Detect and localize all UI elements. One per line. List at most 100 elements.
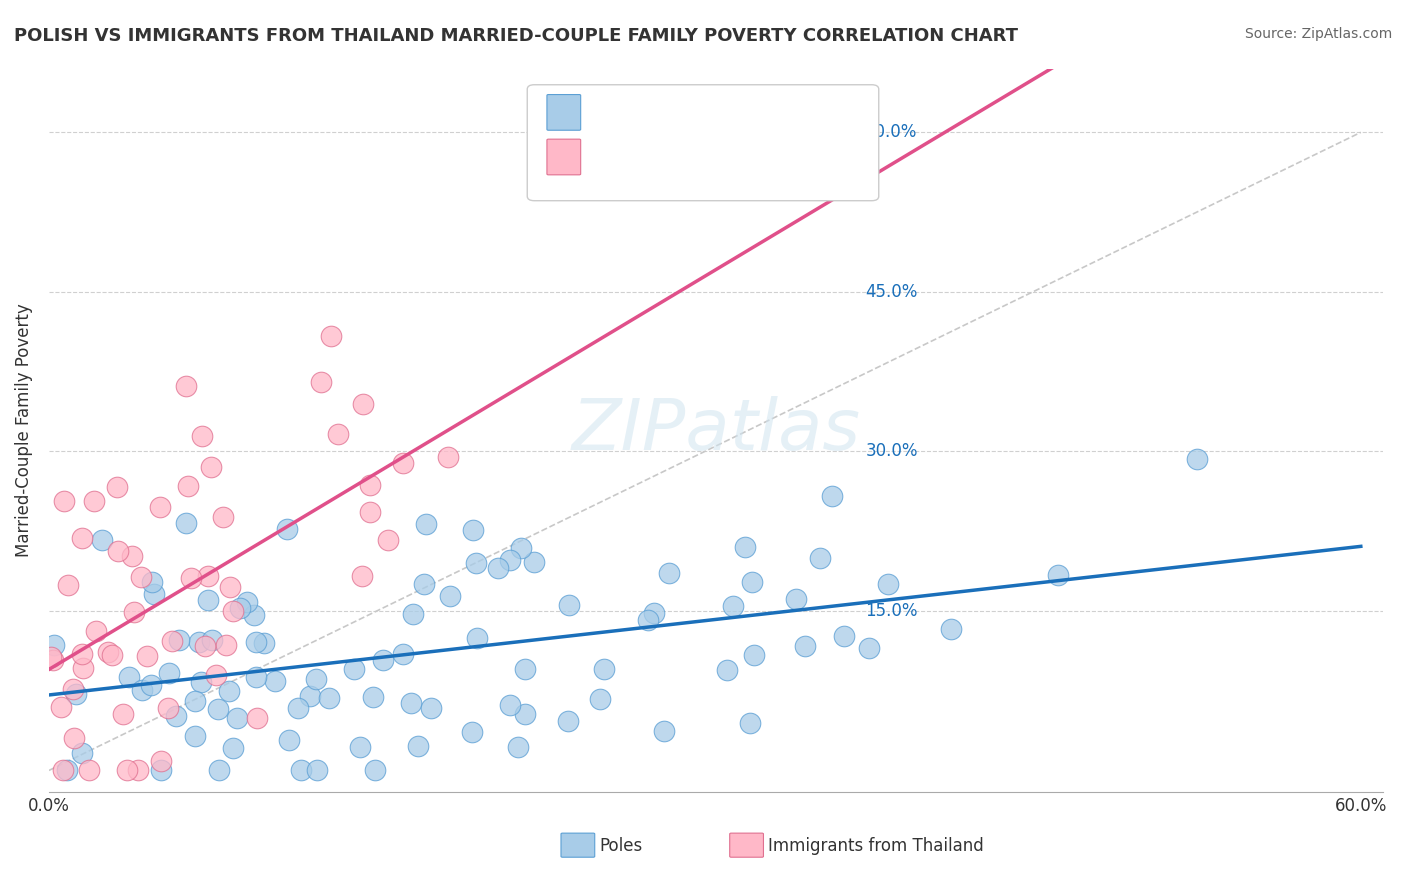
Text: ZIPatlas: ZIPatlas (571, 396, 860, 465)
Immigrants from Thailand (131, 570, 153, 584)
Poles (343, 662, 366, 676)
Poles (364, 764, 387, 778)
Immigrants from Thailand (309, 375, 332, 389)
Text: 52: 52 (731, 148, 756, 166)
Poles (557, 714, 579, 729)
Poles (808, 550, 831, 565)
Poles (373, 653, 395, 667)
Text: N =: N = (693, 148, 733, 166)
Poles (643, 606, 665, 620)
Immigrants from Thailand (107, 543, 129, 558)
Poles (304, 673, 326, 687)
Poles (420, 701, 443, 715)
Text: 0.479: 0.479 (626, 148, 682, 166)
Poles (44, 638, 66, 652)
Poles (118, 670, 141, 684)
Immigrants from Thailand (49, 699, 72, 714)
Immigrants from Thailand (70, 647, 93, 661)
Poles (461, 524, 484, 538)
Poles (558, 598, 581, 612)
Poles (278, 733, 301, 747)
Poles (174, 516, 197, 531)
Poles (287, 701, 309, 715)
Poles (742, 648, 765, 662)
Poles (55, 764, 77, 778)
Poles (785, 592, 807, 607)
Poles (245, 670, 267, 684)
Immigrants from Thailand (200, 460, 222, 475)
Immigrants from Thailand (359, 505, 381, 519)
Poles (832, 629, 855, 643)
Immigrants from Thailand (319, 328, 342, 343)
Text: R =: R = (588, 103, 627, 121)
Poles (222, 741, 245, 756)
Immigrants from Thailand (72, 661, 94, 675)
Immigrants from Thailand (162, 633, 184, 648)
Immigrants from Thailand (246, 711, 269, 725)
Immigrants from Thailand (135, 648, 157, 663)
Poles (226, 711, 249, 725)
Poles (592, 662, 614, 676)
Poles (229, 600, 252, 615)
Poles (515, 707, 537, 722)
Poles (245, 635, 267, 649)
Immigrants from Thailand (219, 580, 242, 594)
Poles (652, 724, 675, 739)
Poles (218, 684, 240, 698)
Immigrants from Thailand (127, 764, 149, 778)
Immigrants from Thailand (77, 764, 100, 778)
Poles (510, 541, 533, 555)
Poles (1046, 568, 1069, 582)
Poles (402, 607, 425, 622)
Poles (465, 631, 488, 645)
Immigrants from Thailand (177, 479, 200, 493)
Poles (498, 698, 520, 713)
Immigrants from Thailand (84, 624, 107, 639)
Poles (361, 690, 384, 704)
Immigrants from Thailand (215, 638, 238, 652)
Poles (167, 632, 190, 647)
Poles (197, 593, 219, 607)
Immigrants from Thailand (194, 640, 217, 654)
Text: 60.0%: 60.0% (865, 123, 918, 141)
Poles (391, 647, 413, 661)
Immigrants from Thailand (205, 668, 228, 682)
Poles (821, 489, 844, 503)
Poles (508, 739, 530, 754)
Poles (165, 709, 187, 723)
Poles (150, 764, 173, 778)
Poles (589, 692, 612, 706)
Immigrants from Thailand (174, 379, 197, 393)
Immigrants from Thailand (83, 494, 105, 508)
Poles (143, 586, 166, 600)
Poles (461, 725, 484, 739)
Text: N =: N = (693, 103, 733, 121)
Poles (637, 613, 659, 627)
Poles (716, 663, 738, 677)
Poles (190, 674, 212, 689)
Poles (208, 764, 231, 778)
Poles (1185, 452, 1208, 467)
Immigrants from Thailand (212, 509, 235, 524)
Immigrants from Thailand (52, 764, 75, 778)
Immigrants from Thailand (72, 531, 94, 545)
Poles (939, 622, 962, 636)
Poles (741, 575, 763, 590)
Text: 45.0%: 45.0% (865, 283, 918, 301)
Poles (242, 607, 264, 622)
Poles (131, 682, 153, 697)
Poles (523, 555, 546, 569)
Poles (858, 641, 880, 656)
Immigrants from Thailand (122, 606, 145, 620)
Immigrants from Thailand (121, 549, 143, 563)
Poles (235, 595, 257, 609)
Poles (184, 729, 207, 743)
Poles (90, 533, 112, 547)
Text: 90: 90 (731, 103, 756, 121)
Immigrants from Thailand (156, 701, 179, 715)
Poles (65, 687, 87, 701)
Immigrants from Thailand (352, 397, 374, 411)
Poles (184, 694, 207, 708)
Poles (465, 557, 488, 571)
Poles (298, 689, 321, 703)
